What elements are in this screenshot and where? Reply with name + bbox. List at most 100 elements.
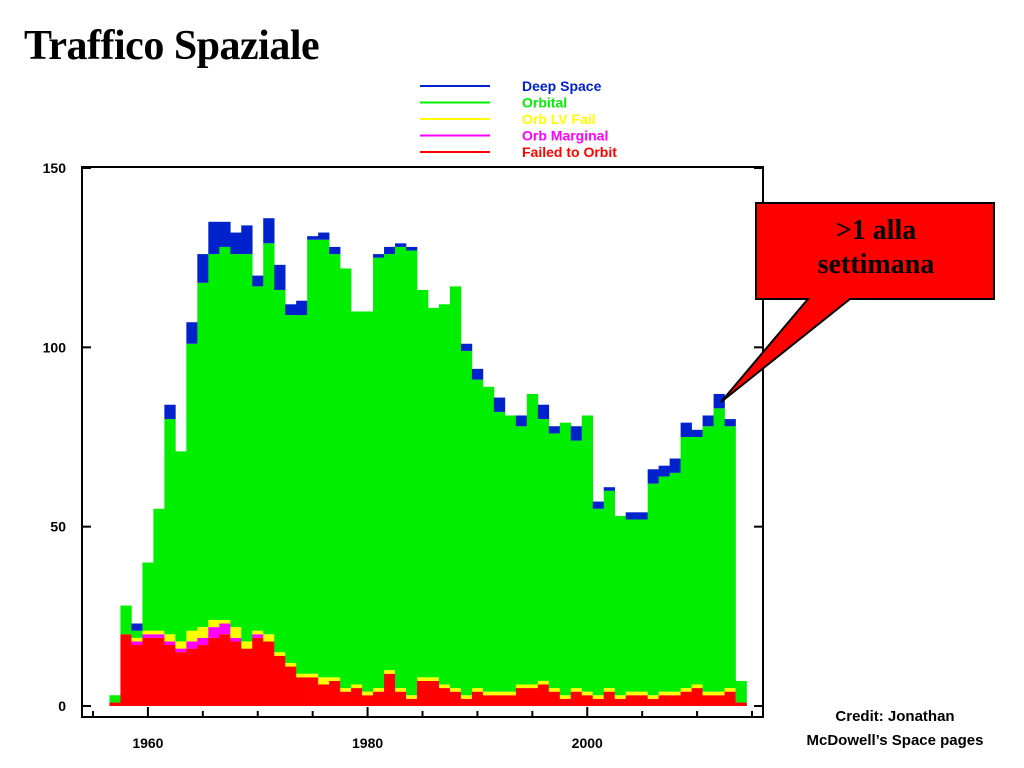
- bar-deep-space-1990: [471, 368, 484, 380]
- bar-deep-space-1964: [186, 322, 198, 344]
- bar-orb-lv-fail-1986: [427, 677, 440, 681]
- bar-orb-lv-fail-1994: [515, 684, 528, 689]
- bar-orbital-1976: [318, 239, 330, 678]
- bar-orbital-2001: [592, 508, 605, 696]
- bar-failed-to-orbit-1977: [329, 680, 341, 706]
- bar-stacks: [109, 218, 747, 706]
- bar-orb-marginal-1959: [131, 641, 143, 646]
- bar-failed-to-orbit-1961: [153, 637, 165, 706]
- bar-orb-lv-fail-1967: [219, 619, 231, 624]
- bar-failed-to-orbit-2007: [658, 695, 670, 706]
- bar-failed-to-orbit-1978: [340, 691, 352, 706]
- bar-orb-lv-fail-2005: [636, 691, 648, 696]
- bar-orb-lv-fail-1991: [482, 691, 495, 696]
- bar-orb-lv-fail-2012: [713, 691, 725, 696]
- bar-orbital-1962: [164, 419, 176, 635]
- legend-label-orb-lv-fail: Orb LV Fail: [522, 111, 596, 127]
- bar-failed-to-orbit-1965: [197, 645, 209, 706]
- x-tick-label: 1980: [352, 735, 383, 751]
- bar-failed-to-orbit-2009: [680, 691, 692, 706]
- credit-text: Credit: Jonathan McDowell’s Space pages: [780, 705, 1010, 753]
- bar-orb-lv-fail-2002: [603, 688, 616, 692]
- bar-orbital-1964: [186, 343, 198, 631]
- bar-failed-to-orbit-2004: [625, 695, 637, 706]
- bar-orbital-1985: [417, 289, 429, 678]
- bar-orb-lv-fail-2009: [680, 688, 692, 692]
- bar-orb-lv-fail-1963: [175, 641, 187, 649]
- bar-failed-to-orbit-1968: [230, 641, 242, 706]
- bar-deep-space-1974: [296, 300, 308, 316]
- bar-orb-lv-fail-1978: [340, 688, 352, 692]
- bar-orb-marginal-1967: [219, 623, 231, 635]
- bar-orb-lv-fail-1985: [417, 677, 429, 681]
- bar-orb-lv-fail-1995: [526, 684, 539, 689]
- bar-orb-lv-fail-1977: [329, 677, 341, 681]
- bar-orb-lv-fail-1964: [186, 630, 198, 642]
- bar-orbital-2009: [680, 437, 692, 689]
- callout-line-2: settimana: [817, 249, 935, 280]
- bar-deep-space-2013: [724, 419, 736, 427]
- bar-orb-lv-fail-1973: [285, 662, 297, 667]
- legend-label-orb-marginal: Orb Marginal: [522, 128, 608, 144]
- bar-failed-to-orbit-1987: [438, 688, 451, 706]
- bar-deep-space-1999: [570, 426, 583, 441]
- bar-failed-to-orbit-1989: [460, 698, 473, 706]
- bar-orbital-1965: [197, 282, 209, 628]
- bar-failed-to-orbit-1997: [548, 691, 561, 706]
- bar-orbital-2003: [614, 515, 626, 696]
- bar-failed-to-orbit-1992: [493, 695, 506, 706]
- bar-orbital-1969: [241, 254, 253, 642]
- bar-failed-to-orbit-1980: [362, 695, 374, 706]
- bar-orb-marginal-1961: [153, 634, 165, 638]
- bar-deep-space-2005: [636, 512, 648, 520]
- axes: 0 50 100 150 1960 1980 2000: [43, 160, 763, 751]
- bar-orb-lv-fail-1992: [493, 691, 506, 696]
- bar-orbital-1963: [175, 451, 187, 642]
- bar-orb-lv-fail-1984: [406, 695, 418, 699]
- bar-deep-space-1976: [318, 232, 330, 240]
- bar-orb-lv-fail-1988: [449, 688, 462, 692]
- bar-orbital-2012: [713, 408, 725, 692]
- bar-deep-space-2010: [691, 429, 703, 437]
- x-tick-label: 1960: [132, 735, 163, 751]
- bar-deep-space-1967: [219, 221, 231, 247]
- bar-orb-lv-fail-1960: [142, 630, 154, 635]
- bar-orb-lv-fail-1989: [460, 695, 473, 699]
- bar-orb-lv-fail-1969: [241, 641, 253, 649]
- bar-orbital-2002: [603, 490, 616, 689]
- callout-text: >1 alla settimana: [760, 214, 992, 282]
- bar-orb-marginal-1965: [197, 637, 209, 646]
- bar-deep-space-1969: [241, 225, 253, 255]
- bar-orbital-1970: [252, 286, 264, 631]
- bar-orbital-2011: [702, 426, 714, 692]
- bar-orbital-1959: [131, 630, 143, 638]
- credit-line-1: Credit: Jonathan: [835, 708, 955, 725]
- bar-deep-space-1972: [274, 264, 286, 290]
- bar-orbital-2006: [647, 483, 659, 696]
- bar-failed-to-orbit-2012: [713, 695, 725, 706]
- bar-failed-to-orbit-2010: [691, 688, 703, 706]
- bar-failed-to-orbit-2003: [614, 698, 626, 706]
- bar-orbital-1981: [373, 257, 385, 689]
- bar-orbital-1987: [438, 304, 451, 685]
- bar-failed-to-orbit-1993: [504, 695, 517, 706]
- bar-orbital-2004: [625, 519, 637, 692]
- bar-failed-to-orbit-1972: [274, 655, 286, 706]
- bar-failed-to-orbit-2001: [592, 698, 605, 706]
- bar-orbital-1986: [427, 307, 440, 678]
- bar-orb-lv-fail-1965: [197, 627, 209, 638]
- bar-orb-lv-fail-1987: [438, 684, 451, 689]
- x-tick-label: 2000: [572, 735, 603, 751]
- bar-orbital-2007: [658, 476, 670, 692]
- bar-orb-marginal-1960: [142, 634, 154, 638]
- bar-orbital-2000: [581, 415, 594, 692]
- bar-orbital-1958: [120, 605, 132, 635]
- bar-deep-space-1962: [164, 404, 176, 420]
- bar-orbital-1990: [471, 379, 484, 689]
- bar-deep-space-1981: [373, 254, 385, 258]
- bar-failed-to-orbit-1976: [318, 684, 330, 706]
- bar-failed-to-orbit-1962: [164, 645, 176, 706]
- legend-label-deep-space: Deep Space: [522, 78, 602, 94]
